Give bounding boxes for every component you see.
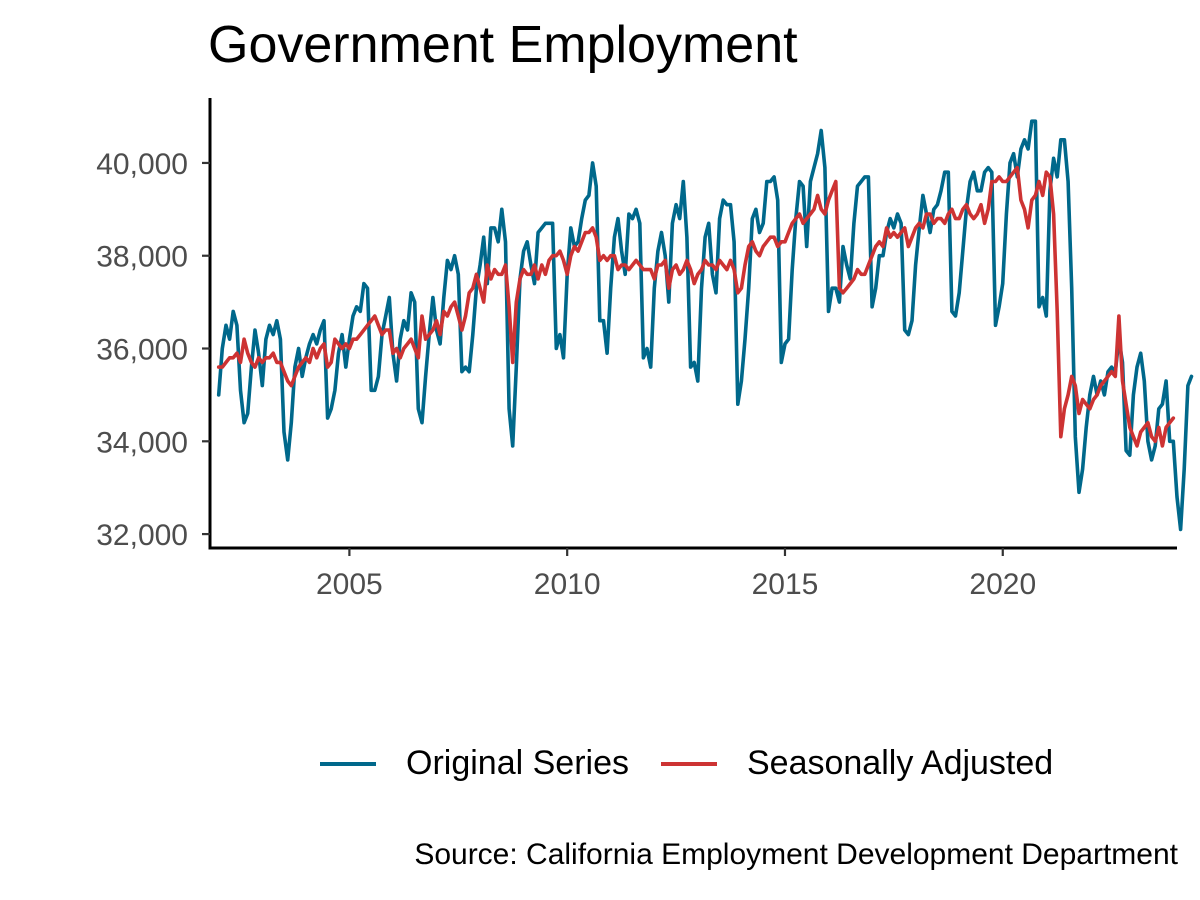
legend-swatch-seasonally-adjusted xyxy=(660,761,717,766)
legend-item-seasonally-adjusted: Seasonally Adjusted xyxy=(660,744,1054,783)
legend-label-seasonally-adjusted: Seasonally Adjusted xyxy=(746,744,1054,782)
x-tick-label: 2010 xyxy=(534,568,601,601)
chart-source-caption: Source: California Employment Developmen… xyxy=(414,838,1178,871)
chart-title: Government Employment xyxy=(208,16,798,74)
y-tick-label: 32,000 xyxy=(96,519,188,552)
y-ticks: 32,000 34,000 36,000 38,000 40,000 xyxy=(96,148,210,552)
x-tick-label: 2015 xyxy=(752,568,819,601)
legend-item-original: Original Series xyxy=(320,744,629,783)
x-tick-label: 2005 xyxy=(316,568,383,601)
y-tick-label: 36,000 xyxy=(96,334,188,367)
y-tick-label: 34,000 xyxy=(96,426,188,459)
y-tick-label: 38,000 xyxy=(96,241,188,274)
series-line-seasonally-adjusted xyxy=(216,165,1176,448)
series-layer xyxy=(216,119,1194,532)
y-tick-label: 40,000 xyxy=(96,148,188,181)
legend-label-original: Original Series xyxy=(406,744,629,782)
legend: Original Series Seasonally Adjusted xyxy=(320,744,1085,783)
legend-swatch-original xyxy=(320,761,376,766)
x-ticks: 2005 2010 2015 2020 xyxy=(316,548,1036,601)
series-line-original-series xyxy=(216,119,1194,532)
x-tick-label: 2020 xyxy=(969,568,1036,601)
